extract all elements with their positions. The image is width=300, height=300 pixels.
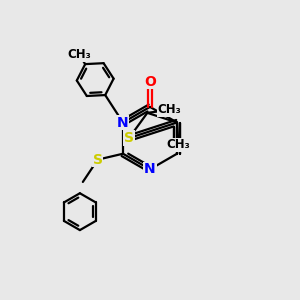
- Text: N: N: [117, 116, 129, 130]
- Text: CH₃: CH₃: [67, 48, 91, 61]
- Text: S: S: [93, 153, 103, 167]
- Text: CH₃: CH₃: [167, 138, 191, 151]
- Text: N: N: [144, 162, 156, 176]
- Text: CH₃: CH₃: [158, 103, 182, 116]
- Text: S: S: [124, 131, 134, 145]
- Text: O: O: [144, 75, 156, 88]
